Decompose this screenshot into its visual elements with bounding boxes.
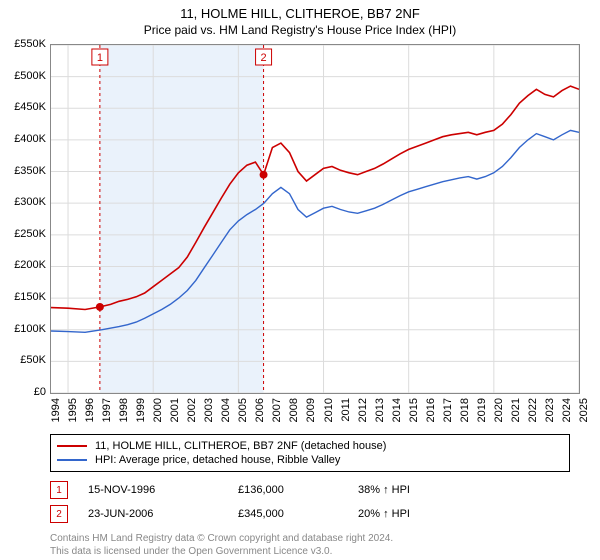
chart-title: 11, HOLME HILL, CLITHEROE, BB7 2NF [0, 0, 600, 21]
x-tick-label: 1994 [50, 398, 62, 422]
y-tick-label: £0 [34, 386, 46, 398]
x-tick-label: 2013 [374, 398, 386, 422]
y-tick-label: £400K [14, 133, 46, 145]
legend-row-series0: 11, HOLME HILL, CLITHEROE, BB7 2NF (deta… [57, 439, 563, 453]
x-tick-label: 1998 [118, 398, 130, 422]
sale-date-1: 15-NOV-1996 [88, 484, 238, 496]
y-tick-label: £50K [20, 354, 46, 366]
x-tick-label: 1997 [101, 398, 113, 422]
x-tick-label: 2006 [254, 398, 266, 422]
x-tick-label: 2017 [442, 398, 454, 422]
x-tick-label: 2023 [544, 398, 556, 422]
x-tick-label: 2005 [237, 398, 249, 422]
svg-text:2: 2 [261, 52, 267, 64]
x-tick-label: 2012 [357, 398, 369, 422]
x-tick-label: 2021 [510, 398, 522, 422]
x-tick-label: 2016 [425, 398, 437, 422]
legend-swatch-series1 [57, 459, 87, 461]
sale-price-2: £345,000 [238, 508, 358, 520]
legend-label-series1: HPI: Average price, detached house, Ribb… [95, 454, 340, 466]
y-tick-label: £150K [14, 291, 46, 303]
footnote-line1: Contains HM Land Registry data © Crown c… [50, 532, 580, 545]
legend-swatch-series0 [57, 445, 87, 447]
y-tick-label: £300K [14, 196, 46, 208]
x-tick-label: 2022 [527, 398, 539, 422]
chart-svg: 12 [51, 45, 579, 393]
x-tick-label: 2025 [578, 398, 590, 422]
x-tick-label: 2020 [493, 398, 505, 422]
x-tick-label: 2019 [476, 398, 488, 422]
svg-text:1: 1 [97, 52, 103, 64]
sale-row-1: 1 15-NOV-1996 £136,000 38% ↑ HPI [50, 478, 580, 502]
x-tick-label: 2011 [340, 398, 352, 422]
y-axis-labels: £0£50K£100K£150K£200K£250K£300K£350K£400… [0, 44, 48, 394]
x-tick-label: 2007 [271, 398, 283, 422]
x-tick-label: 2004 [220, 398, 232, 422]
legend-label-series0: 11, HOLME HILL, CLITHEROE, BB7 2NF (deta… [95, 440, 386, 452]
x-tick-label: 1996 [84, 398, 96, 422]
x-tick-label: 2001 [169, 398, 181, 422]
x-tick-label: 2000 [152, 398, 164, 422]
footnote: Contains HM Land Registry data © Crown c… [50, 532, 580, 558]
x-tick-label: 2008 [288, 398, 300, 422]
sale-price-1: £136,000 [238, 484, 358, 496]
y-tick-label: £250K [14, 228, 46, 240]
y-tick-label: £450K [14, 101, 46, 113]
sale-marker-2: 2 [50, 505, 68, 523]
chart-subtitle: Price paid vs. HM Land Registry's House … [0, 21, 600, 41]
sale-date-2: 23-JUN-2006 [88, 508, 238, 520]
x-tick-label: 1995 [67, 398, 79, 422]
x-axis-labels: 1994 1995 1996 1997 1998 1999 2000 2001 2002 2003… [50, 396, 580, 436]
x-tick-label: 2010 [323, 398, 335, 422]
x-tick-label: 1999 [135, 398, 147, 422]
x-tick-label: 2002 [186, 398, 198, 422]
sale-row-2: 2 23-JUN-2006 £345,000 20% ↑ HPI [50, 502, 580, 526]
y-tick-label: £350K [14, 165, 46, 177]
sale-pct-2: 20% ↑ HPI [358, 508, 478, 520]
plot-area: 12 [50, 44, 580, 394]
x-tick-label: 2015 [408, 398, 420, 422]
y-tick-label: £100K [14, 323, 46, 335]
sales-table: 1 15-NOV-1996 £136,000 38% ↑ HPI 2 23-JU… [50, 478, 580, 526]
x-tick-label: 2014 [391, 398, 403, 422]
below-chart-area: 11, HOLME HILL, CLITHEROE, BB7 2NF (deta… [50, 434, 580, 558]
y-tick-label: £500K [14, 70, 46, 82]
footnote-line2: This data is licensed under the Open Gov… [50, 545, 580, 558]
x-tick-label: 2024 [561, 398, 573, 422]
sale-pct-1: 38% ↑ HPI [358, 484, 478, 496]
legend-row-series1: HPI: Average price, detached house, Ribb… [57, 453, 563, 467]
sale-marker-1: 1 [50, 481, 68, 499]
legend-box: 11, HOLME HILL, CLITHEROE, BB7 2NF (deta… [50, 434, 570, 472]
chart-container: 11, HOLME HILL, CLITHEROE, BB7 2NF Price… [0, 0, 600, 560]
x-tick-label: 2009 [305, 398, 317, 422]
x-tick-label: 2018 [459, 398, 471, 422]
x-tick-label: 2003 [203, 398, 215, 422]
y-tick-label: £550K [14, 38, 46, 50]
y-tick-label: £200K [14, 259, 46, 271]
